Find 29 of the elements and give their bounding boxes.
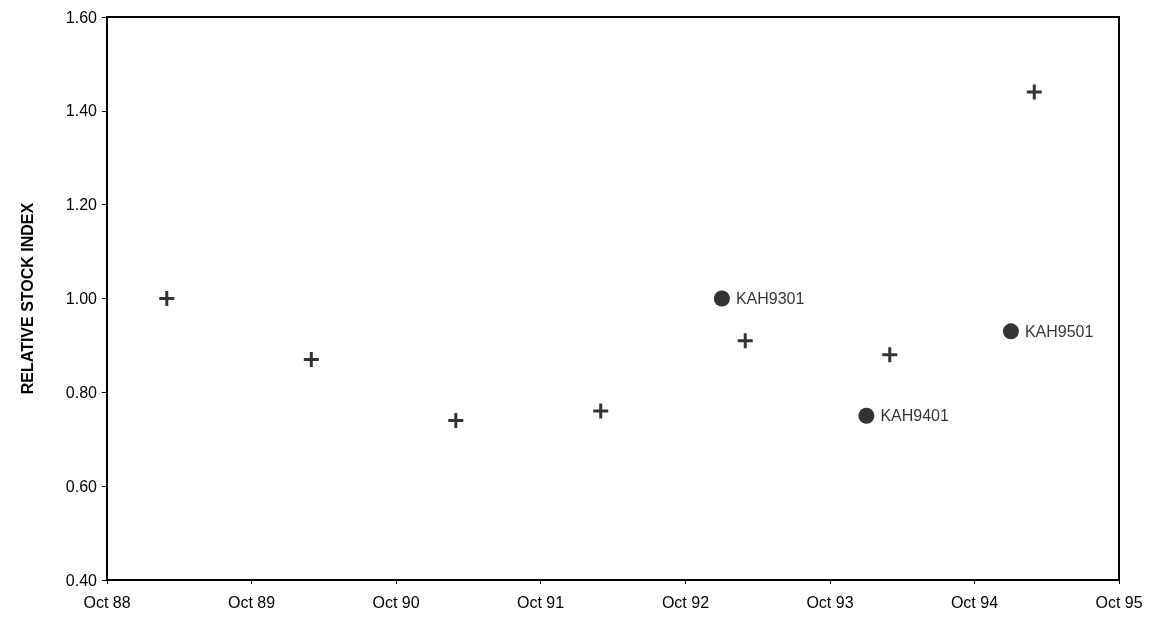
- x-tick-label: Oct 94: [950, 593, 999, 611]
- point: [448, 412, 464, 428]
- point: [303, 351, 319, 367]
- x-tick-label: Oct 95: [1095, 593, 1143, 611]
- point: [1026, 84, 1042, 100]
- x-tick-label: Oct 91: [516, 593, 565, 611]
- data-label: KAH9301: [735, 290, 805, 307]
- point: [858, 407, 875, 424]
- point: [159, 291, 175, 306]
- y-tick-label: 1.40: [65, 102, 98, 120]
- y-tick-label: 0.60: [65, 477, 98, 495]
- x-tick-label: Oct 90: [372, 593, 420, 611]
- y-axis-title: RELATIVE STOCK INDEX: [18, 202, 36, 395]
- y-tick-label: 0.40: [65, 571, 98, 589]
- data-label: KAH9401: [880, 407, 949, 425]
- point: [713, 290, 730, 307]
- y-tick-label: 1.20: [65, 196, 98, 214]
- x-tick-label: Oct 93: [806, 593, 854, 611]
- data-label: KAH9501: [1024, 322, 1094, 340]
- point: [593, 403, 609, 419]
- y-tick-label: 0.80: [65, 383, 98, 401]
- x-tick-label: Oct 88: [83, 593, 131, 611]
- x-tick-label: Oct 89: [227, 593, 276, 611]
- x-tick-label: Oct 92: [661, 593, 710, 611]
- point: [882, 347, 898, 363]
- y-tick-label: 1.60: [65, 8, 98, 26]
- y-tick-label: 1.00: [65, 290, 98, 307]
- point: [1002, 323, 1019, 340]
- point: [737, 333, 753, 349]
